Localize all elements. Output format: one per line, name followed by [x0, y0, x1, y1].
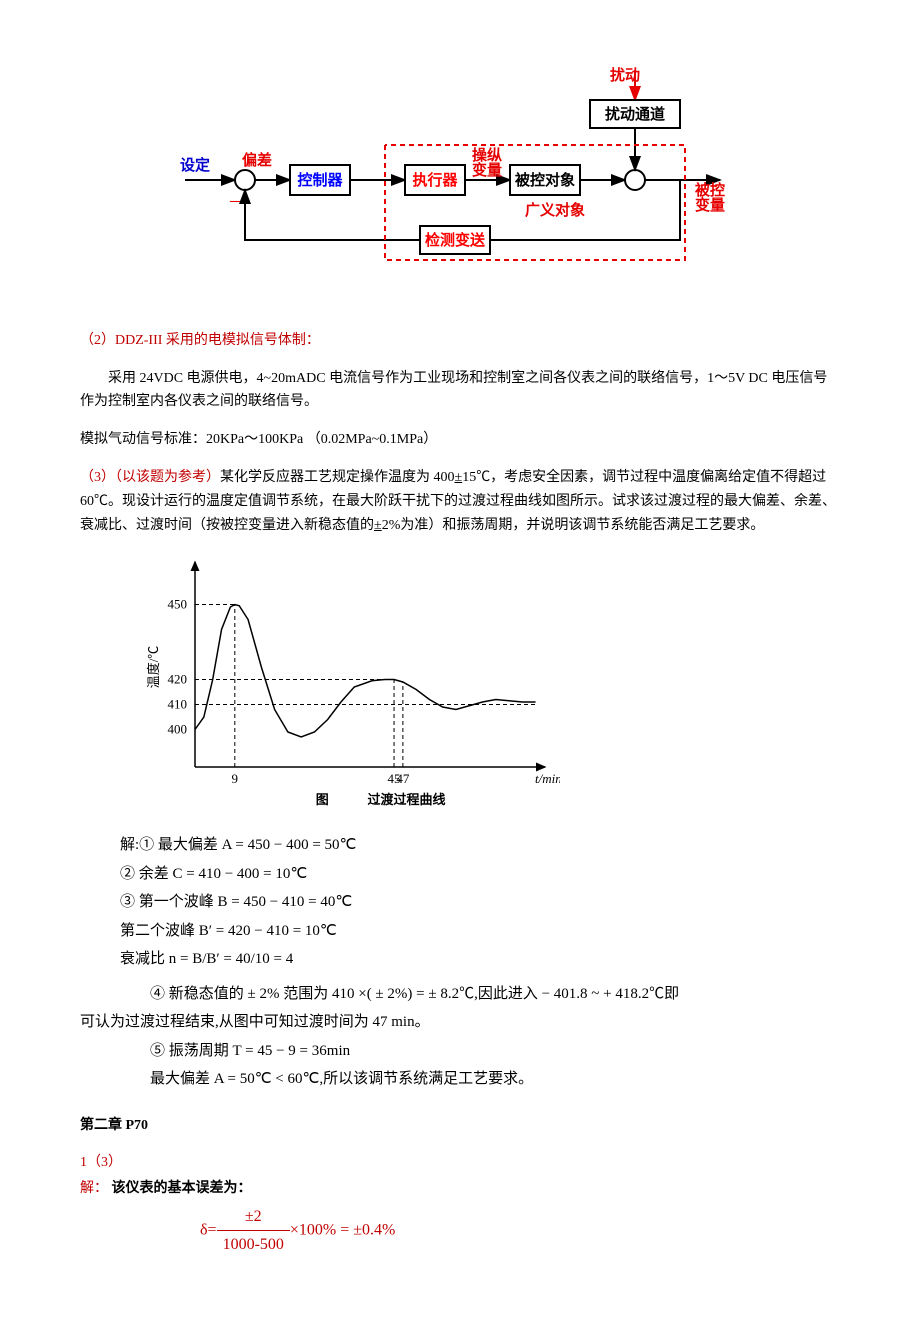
- sol-l3: ③ 第一个波峰 B = 450 − 410 = 40℃: [120, 888, 840, 917]
- q3-heading: （3）（以该题为参考）某化学反应器工艺规定操作温度为 400±15℃，考虑安全因…: [80, 466, 840, 537]
- block-diagram: 设定偏差—控制器执行器操纵变量被控对象被控变量扰动扰动通道检测变送广义对象: [80, 60, 840, 299]
- block-diagram-svg: 设定偏差—控制器执行器操纵变量被控对象被控变量扰动扰动通道检测变送广义对象: [180, 60, 740, 290]
- sol-l8: 最大偏差 A = 50℃ < 60℃,所以该调节系统满足工艺要求。: [120, 1065, 840, 1094]
- ch2-ans-label: 解：: [80, 1181, 108, 1196]
- svg-text:温度/℃: 温度/℃: [146, 646, 161, 689]
- q2-heading: （2）DDZ-III 采用的电模拟信号体制：: [80, 329, 840, 353]
- delta-num: ±2: [217, 1203, 290, 1231]
- svg-text:450: 450: [168, 597, 188, 612]
- sol-l2: ② 余差 C = 410 − 400 = 10℃: [120, 860, 840, 889]
- svg-text:420: 420: [168, 672, 188, 687]
- sol-l6a: ④ 新稳态值的 ± 2% 范围为 410 ×( ± 2%) = ± 8.2℃,因…: [120, 980, 840, 1009]
- q3-head-b: 某化学反应器工艺规定操作温度为 400: [220, 470, 455, 485]
- svg-text:t/min: t/min: [535, 771, 560, 786]
- sol-l7: ⑤ 振荡周期 T = 45 − 9 = 36min: [120, 1037, 840, 1066]
- sol-l5: 衰减比 n = B/B′ = 40/10 = 4: [120, 945, 840, 974]
- svg-text:9: 9: [232, 771, 239, 786]
- sol-l4: 第二个波峰 B′ = 420 − 410 = 10℃: [120, 917, 840, 946]
- chart-svg: 40041042045094547t/min温度/℃图过渡过程曲线: [140, 552, 560, 812]
- svg-text:变量: 变量: [695, 196, 725, 214]
- q3-head-a: （3）（以该题为参考）: [80, 470, 220, 485]
- ch2-ans: 解： 该仪表的基本误差为：: [80, 1177, 840, 1201]
- svg-text:偏差: 偏差: [242, 151, 272, 169]
- svg-text:广义对象: 广义对象: [525, 201, 585, 219]
- q3-head-d: 2%为准）和振荡周期，并说明该调节系统能否满足工艺要求。: [382, 518, 765, 533]
- delta-formula: δ=±21000-500×100% = ±0.4%: [200, 1203, 840, 1258]
- svg-text:执行器: 执行器: [412, 171, 458, 189]
- ch2-ans-text: 该仪表的基本误差为：: [108, 1181, 252, 1196]
- svg-text:操纵: 操纵: [472, 146, 502, 164]
- ch2-heading: 第二章 P70: [80, 1114, 840, 1138]
- sol-l6b: 可认为过渡过程结束,从图中可知过渡时间为 47 min。: [80, 1008, 840, 1037]
- svg-text:被控: 被控: [695, 181, 725, 199]
- delta-frac: ±21000-500: [217, 1203, 290, 1258]
- ch2-sub: 1（3）: [80, 1151, 840, 1175]
- delta-den: 1000-500: [217, 1231, 290, 1258]
- svg-text:检测变送: 检测变送: [425, 231, 486, 249]
- svg-text:控制器: 控制器: [297, 171, 343, 189]
- q2-heading-text: （2）DDZ-III 采用的电模拟信号体制：: [80, 333, 320, 348]
- svg-text:410: 410: [168, 697, 188, 712]
- q3-pm2: ±: [374, 518, 382, 533]
- svg-text:图: 图: [316, 792, 329, 807]
- delta-tail: ×100% = ±0.4%: [290, 1221, 395, 1238]
- svg-text:被控对象: 被控对象: [515, 171, 575, 189]
- q2-p2: 模拟气动信号标准：20KPa～100KPa （0.02MPa~0.1MPa）: [80, 428, 840, 452]
- svg-text:400: 400: [168, 722, 188, 737]
- svg-text:扰动通道: 扰动通道: [605, 105, 665, 123]
- sol-l1: 解:① 最大偏差 A = 450 − 400 = 50℃: [120, 831, 840, 860]
- solution-block: 解:① 最大偏差 A = 450 − 400 = 50℃ ② 余差 C = 41…: [120, 831, 840, 1094]
- transition-chart: 40041042045094547t/min温度/℃图过渡过程曲线: [140, 552, 840, 821]
- svg-text:47: 47: [396, 771, 410, 786]
- svg-text:—: —: [229, 193, 246, 209]
- q2-p1: 采用 24VDC 电源供电，4~20mADC 电流信号作为工业现场和控制室之间各…: [80, 367, 840, 415]
- svg-text:变量: 变量: [472, 161, 502, 179]
- svg-text:过渡过程曲线: 过渡过程曲线: [368, 792, 446, 807]
- delta-sym: δ=: [200, 1221, 217, 1238]
- svg-text:设定: 设定: [180, 156, 210, 174]
